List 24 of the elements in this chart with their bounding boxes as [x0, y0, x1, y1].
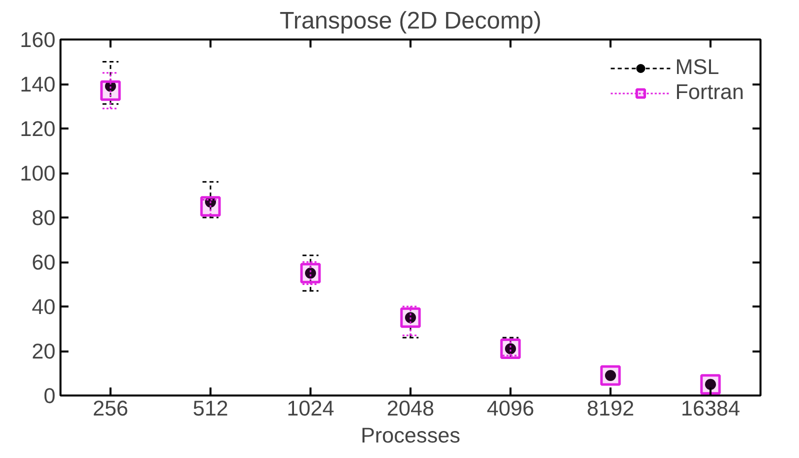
x-tick-label: 1024: [286, 396, 334, 420]
x-tick-label: 512: [192, 396, 228, 420]
y-tick-label: 120: [20, 117, 56, 141]
x-tick-label: 8192: [586, 396, 634, 420]
y-tick-label: 60: [32, 250, 56, 274]
legend-label: MSL: [675, 55, 720, 80]
legend-label: Fortran: [675, 80, 744, 105]
y-tick-label: 20: [32, 340, 56, 364]
y-tick-label: 80: [32, 206, 56, 230]
y-tick-label: 140: [20, 72, 56, 96]
y-tick-label: 40: [32, 295, 56, 319]
point: [600, 365, 621, 386]
point: [100, 80, 121, 101]
y-tick-label: 100: [20, 162, 56, 186]
x-tick-label: 16384: [680, 396, 740, 420]
y-tick-label: 160: [20, 28, 56, 52]
y-tick-label: 0: [44, 384, 56, 408]
x-tick-label: 2048: [386, 396, 434, 420]
x-axis-title: Processes: [360, 424, 460, 448]
point: [400, 307, 421, 328]
x-tick-label: 4096: [486, 396, 534, 420]
x-tick-label: 256: [92, 396, 128, 420]
chart-title: Transpose (2D Decomp): [280, 8, 542, 34]
point: [700, 374, 721, 395]
